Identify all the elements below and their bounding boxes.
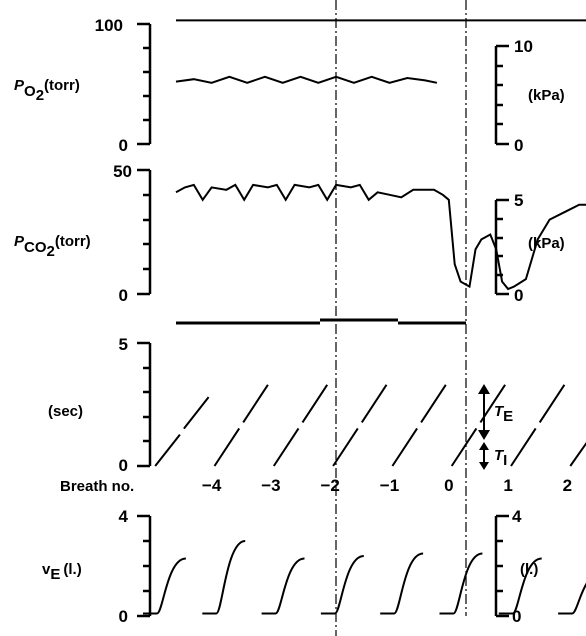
po2-right-label: (kPa): [528, 87, 565, 104]
breath-te-0: [183, 396, 210, 430]
breath-tick-0: −4: [202, 476, 222, 495]
event-bar: [176, 318, 466, 325]
po2-ylabel: PO2(torr): [14, 77, 80, 104]
panel-1-series-0: [175, 183, 586, 291]
te-arrow-head-up: [478, 384, 490, 394]
ti-arrow-head-down: [479, 462, 489, 470]
breath-ti-4: [391, 427, 418, 467]
pco2-tick-0: 0: [119, 286, 128, 305]
breath-te-5: [479, 384, 506, 423]
ve-ylabel-v: v: [42, 561, 51, 578]
pco2-ylabel-p: P: [14, 233, 25, 250]
po2-ylabel-unit: (torr): [44, 77, 80, 94]
breath-tick-6: 2: [563, 476, 572, 495]
ve-right-tick-0: 0: [512, 607, 521, 626]
breath-ti-0: [154, 433, 181, 467]
ve-panel: 4 0 4 0 vE (l.) (l.): [42, 507, 586, 626]
po2-panel: 100 0 10 0 PO2(torr) (kPa): [14, 16, 586, 155]
ti-label-main: T: [494, 447, 505, 464]
po2-traces: [175, 19, 586, 84]
breath-ti-1: [213, 427, 241, 467]
breath-te-3: [360, 384, 388, 423]
timing-panel: 5 0 (sec) Breath no. −4 −3 −2 −1 0 1 2 TE TI: [48, 335, 586, 495]
ve-ylabel-unit: (l.): [63, 561, 81, 578]
pco2-right-tick-0: 0: [514, 286, 523, 305]
breath-ti-5: [450, 427, 478, 467]
pco2-ylabel-sub: CO: [24, 239, 47, 256]
breath-te-2: [301, 384, 329, 423]
breath-te-6: [538, 384, 566, 423]
te-ti-arrows: TE TI: [478, 384, 513, 470]
breath-ti-2: [272, 427, 300, 467]
breath-tick-1: −3: [261, 476, 280, 495]
ve-volume-trace: [143, 540, 586, 615]
pco2-tick-50: 50: [113, 162, 132, 181]
breath-tick-4: 0: [444, 476, 453, 495]
ti-label: TI: [494, 447, 507, 469]
pco2-panel: 50 0 5 0 PCO2(torr) (kPa): [14, 162, 586, 305]
pco2-ylabel: PCO2(torr): [14, 233, 91, 260]
te-label: TE: [494, 403, 513, 425]
po2-tick-100: 100: [95, 16, 123, 35]
breath-no-label: Breath no.: [60, 478, 134, 495]
panel-0-series-0: [175, 75, 438, 84]
breath-ti-7: [569, 441, 586, 467]
timing-traces: [154, 384, 586, 467]
po2-ylabel-sub2: 2: [36, 87, 44, 104]
pco2-ylabel-sub2: 2: [47, 243, 55, 260]
pco2-ylabel-unit: (torr): [55, 233, 91, 250]
ve-right-tick-4: 4: [512, 507, 522, 526]
po2-right-tick-0: 0: [514, 136, 523, 155]
ve-tick-0: 0: [119, 607, 128, 626]
ti-label-sub: I: [503, 452, 507, 469]
ve-ylabel-sub: E: [50, 566, 60, 583]
po2-tick-0: 0: [119, 136, 128, 155]
breath-ti-6: [510, 427, 537, 467]
ve-ylabel: vE (l.): [42, 561, 82, 583]
pco2-traces: [175, 183, 586, 291]
po2-right-tick-10: 10: [514, 37, 533, 56]
ve-tick-4: 4: [119, 507, 129, 526]
po2-ylabel-sub: O: [24, 83, 36, 100]
te-label-sub: E: [503, 408, 513, 425]
te-arrow-head-down: [478, 430, 490, 440]
ve-traces: [143, 540, 586, 615]
breath-tick-5: 1: [503, 476, 512, 495]
breath-ti-3: [332, 427, 359, 467]
breath-ticks: −4 −3 −2 −1 0 1 2: [202, 476, 572, 495]
breath-te-1: [242, 384, 269, 423]
breath-tick-2: −2: [321, 476, 340, 495]
timing-tick-0: 0: [119, 456, 128, 475]
te-label-main: T: [494, 403, 505, 420]
pco2-right-tick-5: 5: [514, 191, 523, 210]
breath-te-4: [420, 384, 447, 423]
po2-ylabel-p: P: [14, 77, 25, 94]
timing-ylabel: (sec): [48, 403, 83, 420]
breath-tick-3: −1: [380, 476, 399, 495]
pco2-right-label: (kPa): [528, 235, 565, 252]
ti-arrow-head-up: [479, 442, 489, 450]
timing-tick-5: 5: [119, 335, 128, 354]
